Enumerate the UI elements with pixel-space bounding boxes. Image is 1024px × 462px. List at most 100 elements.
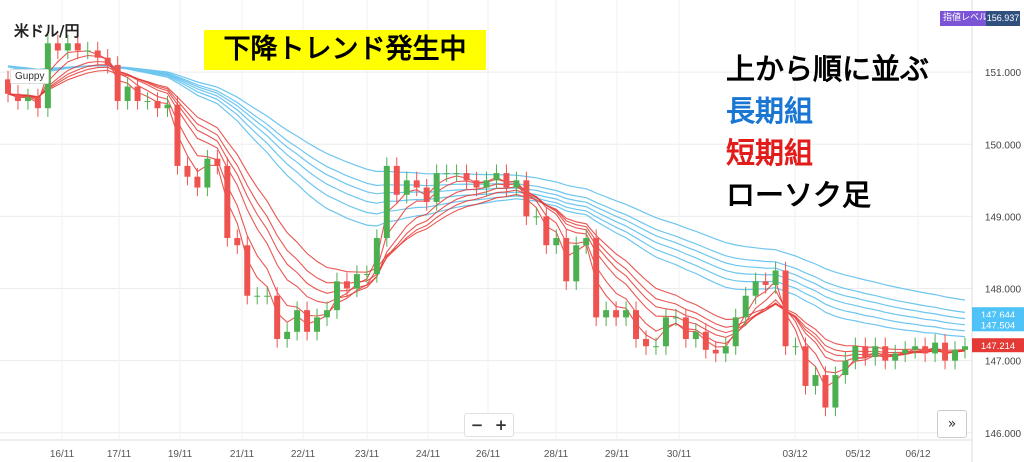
candle-body bbox=[722, 346, 729, 354]
candle-body bbox=[962, 346, 968, 350]
candle-body bbox=[573, 245, 580, 282]
candle-body bbox=[84, 50, 91, 52]
candle-body bbox=[533, 216, 540, 218]
price-tag-box bbox=[972, 317, 1024, 332]
candle-body bbox=[24, 97, 31, 101]
indicator-tag[interactable]: Guppy bbox=[10, 69, 50, 84]
candle-body bbox=[822, 375, 829, 408]
x-tick-label: 05/12 bbox=[845, 449, 870, 460]
price-tag-label: 147.504 bbox=[981, 320, 1015, 331]
long-ma-line bbox=[7, 65, 966, 332]
price-tag-label: 147.644 bbox=[981, 310, 1015, 321]
candle-body bbox=[742, 295, 749, 318]
candle-body bbox=[413, 180, 420, 188]
candle-body bbox=[912, 346, 919, 350]
scroll-to-latest-button[interactable]: » bbox=[937, 410, 967, 438]
candle-body bbox=[64, 43, 71, 51]
candle-body bbox=[812, 375, 819, 386]
x-tick-label: 23/11 bbox=[355, 449, 380, 460]
candle-body bbox=[732, 317, 739, 347]
candle-body bbox=[224, 165, 231, 239]
price-tag-box bbox=[972, 338, 1024, 353]
legend-long: 長期組 bbox=[726, 94, 814, 128]
candle-body bbox=[623, 310, 630, 318]
x-tick-label: 22/11 bbox=[291, 449, 316, 460]
candle-body bbox=[5, 79, 11, 94]
candle-body bbox=[124, 86, 131, 101]
candle-body bbox=[662, 317, 669, 347]
candle-body bbox=[802, 346, 809, 386]
candle-body bbox=[274, 295, 281, 340]
candle-body bbox=[353, 274, 360, 289]
candle-body bbox=[872, 346, 879, 358]
candle-body bbox=[14, 93, 21, 101]
candle-body bbox=[453, 173, 460, 175]
candle-body bbox=[902, 349, 909, 354]
y-tick-label: 150.000 bbox=[985, 140, 1022, 151]
legend-heading: 上から順に並ぶ bbox=[726, 52, 930, 86]
candle-body bbox=[254, 295, 261, 297]
candle-body bbox=[234, 238, 241, 246]
candle-body bbox=[184, 165, 191, 177]
candle-body bbox=[752, 281, 759, 296]
x-axis: 16/11 17/11 19/11 21/11 22/11 23/11 24/11 26/11… bbox=[50, 449, 931, 460]
candle-body bbox=[862, 346, 869, 358]
candle-body bbox=[672, 317, 679, 319]
zoom-in-button[interactable]: + bbox=[494, 416, 508, 434]
zoom-out-button[interactable]: − bbox=[470, 416, 484, 434]
candle-body bbox=[543, 216, 550, 246]
candle-body bbox=[942, 342, 949, 361]
candle-body bbox=[762, 281, 769, 285]
candle-body bbox=[264, 295, 271, 297]
symbol-label: 米ドル/円 bbox=[14, 22, 80, 40]
y-axis: 146.000 147.000 148.000 149.000 150.000 151.0… bbox=[971, 0, 1022, 462]
candle-body bbox=[383, 165, 390, 239]
candle-body bbox=[74, 43, 81, 51]
candle-body bbox=[94, 50, 101, 58]
x-tick-label: 17/11 bbox=[107, 449, 132, 460]
candle-body bbox=[842, 360, 849, 376]
x-tick-label: 19/11 bbox=[168, 449, 193, 460]
x-tick-label: 24/11 bbox=[416, 449, 441, 460]
candle-body bbox=[493, 173, 500, 181]
candle-body bbox=[443, 173, 450, 175]
candle-body bbox=[174, 104, 181, 166]
candle-body bbox=[702, 331, 709, 350]
long-ma-line bbox=[7, 64, 966, 338]
candle-body bbox=[633, 310, 640, 340]
candle-body bbox=[154, 100, 161, 109]
candle-body bbox=[194, 176, 201, 188]
candle-body bbox=[952, 349, 959, 361]
candle-body bbox=[503, 173, 510, 188]
candle-body bbox=[613, 310, 620, 318]
candle-body bbox=[294, 310, 301, 332]
y-tick-label: 149.000 bbox=[985, 212, 1022, 223]
x-tick-label: 26/11 bbox=[476, 449, 501, 460]
candle-body bbox=[523, 180, 530, 217]
candlestick-series bbox=[5, 34, 968, 417]
candle-body bbox=[513, 180, 520, 188]
candle-body bbox=[333, 281, 340, 311]
candle-body bbox=[832, 375, 839, 408]
x-tick-label: 21/11 bbox=[230, 449, 255, 460]
trend-banner: 下降トレンド発生中 bbox=[204, 30, 486, 70]
candle-body bbox=[314, 317, 321, 332]
zoom-control: − + bbox=[464, 413, 514, 437]
legend-candle: ローソク足 bbox=[726, 178, 872, 212]
candle-body bbox=[403, 180, 410, 195]
candle-body bbox=[643, 339, 649, 347]
candle-body bbox=[692, 331, 699, 340]
candle-body bbox=[712, 349, 719, 354]
candle-body bbox=[244, 245, 251, 296]
ribbon-legend: 上から順に並ぶ 長期組 短期組 ローソク足 bbox=[726, 48, 929, 216]
candle-body bbox=[284, 331, 291, 340]
candle-body bbox=[882, 346, 889, 361]
short-ma-line bbox=[7, 69, 966, 351]
candle-body bbox=[34, 97, 41, 109]
candle-body bbox=[772, 270, 779, 285]
candle-body bbox=[792, 346, 799, 348]
candle-body bbox=[54, 43, 61, 51]
candle-body bbox=[134, 86, 141, 101]
candle-body bbox=[204, 158, 211, 188]
